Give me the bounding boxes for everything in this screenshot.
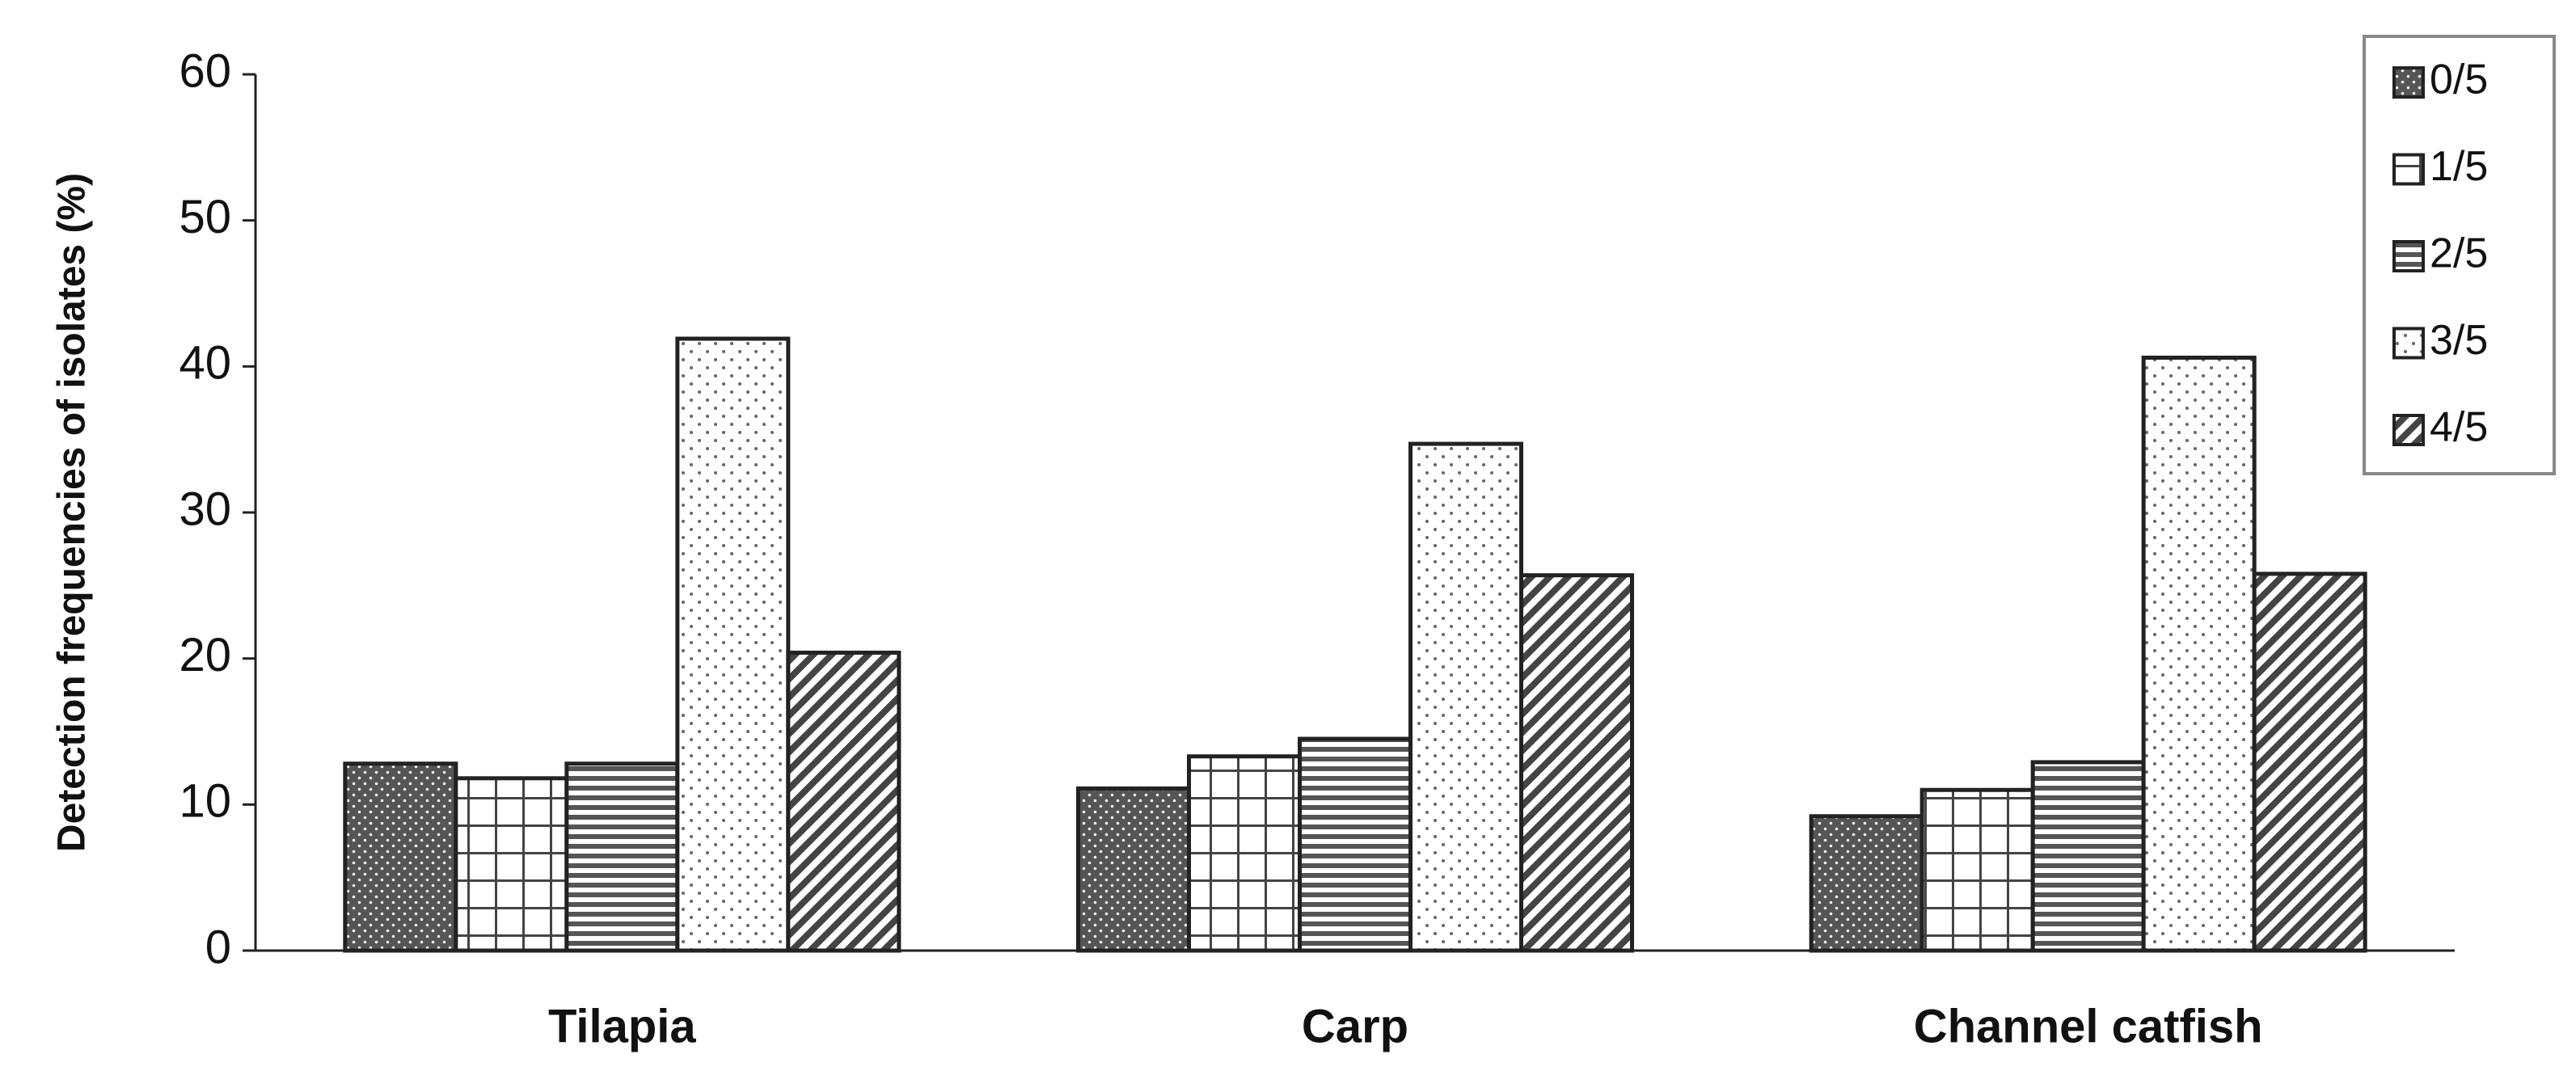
legend-label: 0/5 [2430, 57, 2488, 103]
bar [1809, 814, 1924, 953]
x-tick-label: Carp [1302, 1000, 1408, 1052]
x-tick-label: Channel catfish [1914, 1000, 2263, 1052]
legend-swatch [2392, 240, 2425, 272]
legend-label: 1/5 [2430, 143, 2488, 190]
bar [2030, 760, 2146, 953]
y-tick-label: 10 [179, 775, 231, 828]
y-axis-title: Detection frequencies of isolates (%) [51, 173, 94, 852]
bar [2141, 355, 2257, 953]
bar [454, 776, 569, 953]
bar [343, 761, 458, 953]
legend-swatch [2392, 66, 2425, 99]
legend-label: 4/5 [2430, 404, 2488, 451]
y-tick-label: 60 [179, 44, 231, 97]
y-tick-label: 0 [205, 921, 231, 973]
y-tick-label: 40 [179, 337, 231, 390]
bar [1919, 787, 2035, 953]
bar [786, 650, 902, 953]
legend-label: 2/5 [2430, 230, 2488, 277]
bar [2252, 571, 2367, 953]
y-tick-label: 20 [179, 629, 231, 681]
bar [1187, 754, 1302, 953]
bar [564, 761, 680, 953]
legend-swatch [2392, 327, 2425, 360]
y-tick-label: 30 [179, 483, 231, 535]
bar [1298, 736, 1413, 953]
legend-swatch [2392, 153, 2425, 186]
bar [675, 336, 791, 953]
legend-swatch [2392, 414, 2425, 446]
y-tick-label: 50 [179, 191, 231, 243]
bar [1519, 573, 1634, 953]
legend-label: 3/5 [2430, 317, 2488, 364]
bar [1408, 441, 1523, 953]
bar [1076, 786, 1191, 953]
x-tick-label: Tilapia [548, 1000, 696, 1052]
